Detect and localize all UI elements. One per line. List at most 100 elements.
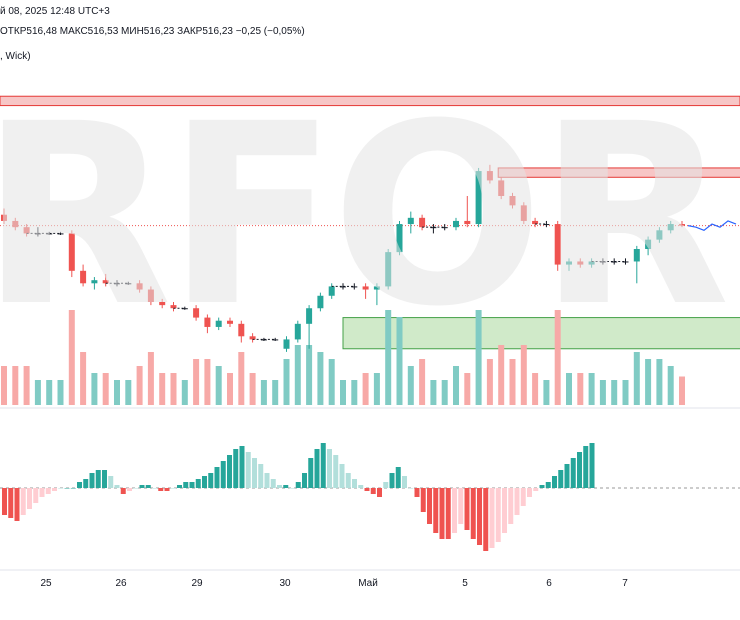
volume-bar	[430, 380, 437, 405]
volume-bar	[588, 373, 595, 405]
histogram-bar	[64, 488, 70, 489]
histogram-bar	[514, 488, 520, 515]
volume-bar	[396, 317, 403, 405]
resistance-zone	[0, 95, 740, 107]
time-axis-label: 29	[191, 578, 203, 589]
volume-bar	[272, 380, 279, 405]
volume-bar	[34, 380, 41, 405]
histogram-bar	[233, 449, 239, 488]
histogram-bar	[495, 488, 501, 542]
time-axis-label: 30	[279, 578, 291, 589]
histogram-bar	[527, 488, 532, 497]
candle-body	[362, 286, 369, 290]
time-axis-label: 26	[115, 578, 127, 589]
volume-bar	[385, 310, 392, 405]
histogram-bar	[489, 488, 495, 548]
candle-body	[645, 239, 652, 249]
volume-bar	[181, 380, 188, 405]
histogram-bar	[220, 461, 226, 488]
histogram-bar	[408, 488, 414, 489]
histogram-bar	[358, 485, 364, 488]
candle-body	[102, 280, 109, 284]
volume-bar	[509, 359, 516, 405]
header-date: й 08, 2025 12:48 UTC+3	[0, 6, 110, 17]
volume-bar	[441, 380, 448, 405]
volume-bar	[317, 352, 324, 405]
histogram-bar	[577, 452, 582, 488]
candle-body	[509, 196, 516, 206]
volume-bar	[419, 359, 426, 405]
histogram-bar	[177, 485, 182, 488]
candle-body	[136, 283, 143, 290]
candle-body	[12, 220, 19, 228]
histogram-bar	[158, 488, 164, 491]
histogram-bar	[195, 479, 201, 488]
candle-body	[193, 308, 200, 318]
histogram-bar	[102, 470, 107, 488]
histogram-bar	[120, 488, 126, 494]
histogram-bar	[345, 473, 351, 488]
histogram-bar	[189, 482, 195, 488]
volume-bar	[23, 366, 30, 405]
histogram-bar	[352, 479, 357, 488]
volume-bar	[102, 373, 109, 405]
histogram-bar	[452, 488, 457, 533]
volume-bar	[498, 345, 505, 405]
histogram-bar	[133, 488, 139, 489]
candle-body	[1, 214, 7, 221]
candle-body	[520, 205, 527, 221]
histogram-bar	[139, 485, 145, 488]
histogram-bar	[508, 488, 514, 524]
candle-body	[622, 261, 629, 263]
volume-bar	[532, 373, 539, 405]
volume-bar	[611, 380, 618, 405]
volume-bar	[125, 380, 132, 405]
volume-bar	[453, 366, 459, 405]
candle-body	[385, 252, 392, 287]
volume-bar	[204, 359, 211, 405]
histogram-bar	[277, 485, 282, 488]
candle-body	[317, 295, 324, 309]
candle-body	[294, 323, 301, 340]
histogram-bar	[533, 488, 539, 491]
candle-body	[147, 289, 154, 302]
candle-body	[453, 220, 459, 228]
histogram-bar	[114, 485, 120, 488]
candle-body	[272, 339, 279, 341]
volume-bar	[306, 345, 313, 405]
volume-bar	[486, 359, 493, 405]
volume-bar	[554, 310, 561, 405]
volume-bar	[91, 373, 98, 405]
volume-bar	[351, 380, 358, 405]
histogram-bar	[377, 488, 382, 497]
volume-bar	[407, 366, 414, 405]
histogram-bar	[70, 488, 76, 489]
volume-bar	[520, 345, 527, 405]
candle-body	[373, 286, 380, 290]
histogram-bar	[389, 473, 395, 488]
volume-bar	[543, 380, 550, 405]
histogram-bar	[477, 488, 482, 545]
volume-bar	[136, 366, 143, 405]
volume-bar	[159, 373, 166, 405]
volume-bar	[147, 352, 154, 405]
histogram-bar	[395, 467, 401, 488]
candle-body	[57, 233, 64, 235]
histogram-bar	[470, 488, 476, 539]
histogram-bar	[364, 488, 370, 491]
histogram-bar	[308, 458, 314, 488]
volume-bar	[362, 373, 369, 405]
histogram-bar	[295, 482, 301, 488]
candle-body	[238, 323, 245, 337]
histogram-bar	[227, 455, 232, 488]
histogram-bar	[314, 449, 320, 488]
histogram-bar	[20, 488, 26, 515]
histogram-bar	[502, 488, 507, 533]
volume-bar	[238, 352, 245, 405]
histogram-bar	[264, 473, 270, 488]
candle-body	[125, 283, 132, 285]
volume-bar	[679, 376, 685, 405]
candle-body	[23, 227, 30, 234]
candle-body	[588, 261, 595, 265]
